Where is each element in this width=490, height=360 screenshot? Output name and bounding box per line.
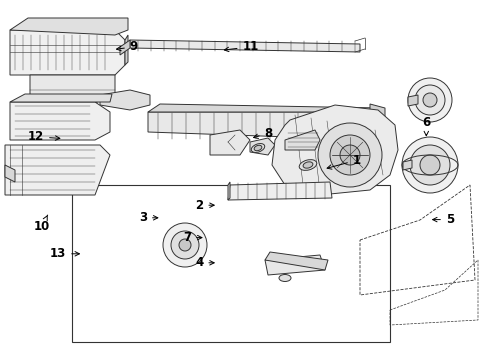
Polygon shape	[370, 104, 385, 138]
Polygon shape	[100, 90, 150, 110]
Polygon shape	[403, 160, 412, 170]
Circle shape	[330, 135, 370, 175]
Polygon shape	[125, 35, 128, 65]
Polygon shape	[265, 252, 328, 270]
Ellipse shape	[303, 162, 313, 168]
Polygon shape	[228, 182, 332, 200]
Circle shape	[163, 223, 207, 267]
Polygon shape	[148, 104, 382, 112]
Text: 1: 1	[327, 154, 361, 169]
Text: 6: 6	[422, 116, 430, 136]
Polygon shape	[272, 105, 398, 195]
Ellipse shape	[251, 144, 265, 152]
Polygon shape	[10, 94, 112, 102]
Text: 4: 4	[195, 256, 214, 269]
Polygon shape	[228, 182, 230, 200]
Text: 8: 8	[254, 127, 273, 140]
Circle shape	[318, 123, 382, 187]
Polygon shape	[408, 95, 418, 106]
Circle shape	[423, 93, 437, 107]
Text: 5: 5	[433, 213, 454, 226]
Polygon shape	[210, 130, 250, 155]
Text: 2: 2	[195, 199, 214, 212]
Circle shape	[402, 137, 458, 193]
Ellipse shape	[299, 159, 317, 170]
Polygon shape	[250, 138, 275, 155]
Polygon shape	[130, 40, 360, 52]
Ellipse shape	[254, 145, 262, 151]
Polygon shape	[120, 40, 130, 55]
Polygon shape	[10, 18, 128, 35]
Circle shape	[340, 145, 360, 165]
Circle shape	[420, 155, 440, 175]
Circle shape	[410, 145, 450, 185]
Polygon shape	[265, 255, 325, 275]
Text: 13: 13	[50, 247, 79, 260]
Circle shape	[415, 85, 445, 115]
Text: 11: 11	[224, 40, 259, 53]
Polygon shape	[10, 30, 125, 75]
Circle shape	[408, 78, 452, 122]
Circle shape	[179, 239, 191, 251]
Polygon shape	[5, 145, 110, 195]
Text: 9: 9	[117, 40, 138, 53]
Polygon shape	[10, 102, 110, 140]
Ellipse shape	[279, 274, 291, 282]
Polygon shape	[285, 130, 320, 150]
Polygon shape	[30, 75, 115, 105]
Polygon shape	[148, 112, 375, 140]
Text: 3: 3	[139, 211, 158, 224]
Circle shape	[171, 231, 199, 259]
Polygon shape	[5, 165, 15, 182]
Text: 10: 10	[33, 215, 50, 233]
Text: 7: 7	[183, 231, 202, 244]
Text: 12: 12	[28, 130, 60, 143]
